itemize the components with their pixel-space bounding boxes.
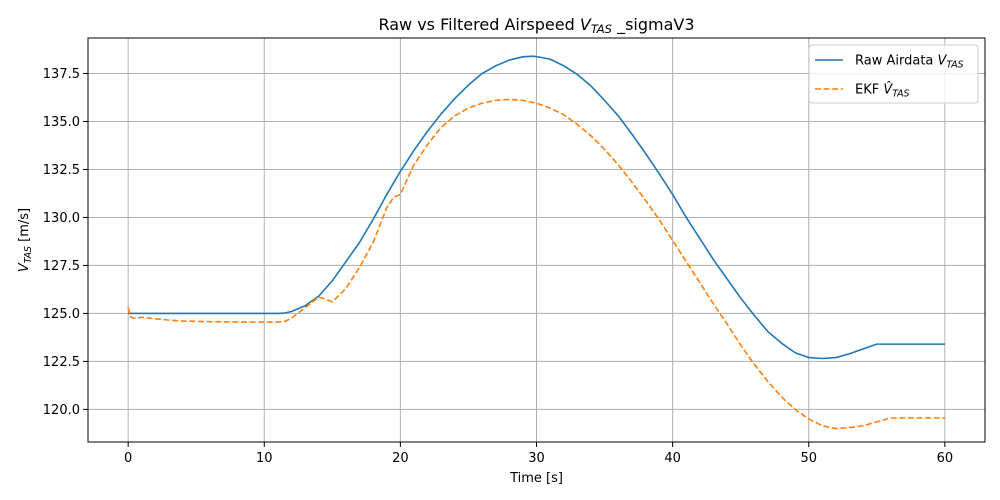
axis-ticks: 0 10 20 30 40 50 60 120.0 122.5 125.0 127.5 130.0 13… xyxy=(43,67,953,466)
y-axis-title: VTAS [m/s] xyxy=(17,208,34,272)
x-axis-title: Time [s] xyxy=(509,471,563,486)
legend: Raw Airdata VTAS EKF V̂TAS xyxy=(808,44,979,104)
legend-label: EKF V̂TAS xyxy=(855,82,910,99)
y-tick-label: 122.5 xyxy=(43,355,80,370)
series-line-ekf-estimate xyxy=(127,98,945,430)
x-tick-label: 0 xyxy=(124,451,132,466)
x-tick-label: 40 xyxy=(664,451,681,466)
x-tick-label: 30 xyxy=(528,451,545,466)
x-tick-label: 50 xyxy=(800,451,817,466)
x-tick-label: 20 xyxy=(392,451,409,466)
series-layer xyxy=(127,55,945,430)
y-tick-label: 120.0 xyxy=(43,403,80,418)
x-tick-label: 10 xyxy=(256,451,273,466)
y-tick-label: 125.0 xyxy=(43,307,80,322)
chart-title: Raw vs Filtered Airspeed VTAS _sigmaV3 xyxy=(378,15,694,36)
y-tick-label: 127.5 xyxy=(43,259,80,274)
legend-box xyxy=(808,44,979,104)
y-tick-label: 135.0 xyxy=(43,115,80,130)
y-tick-label: 132.5 xyxy=(43,163,80,178)
y-tick-label: 130.0 xyxy=(43,211,80,226)
legend-label: Raw Airdata VTAS xyxy=(855,54,964,71)
series-line-raw-airdata xyxy=(128,55,945,360)
y-tick-label: 137.5 xyxy=(43,67,80,82)
grid xyxy=(88,38,985,442)
x-tick-label: 60 xyxy=(937,451,954,466)
